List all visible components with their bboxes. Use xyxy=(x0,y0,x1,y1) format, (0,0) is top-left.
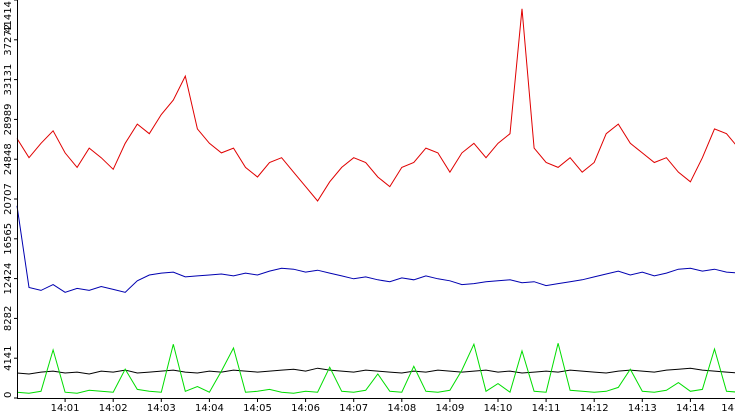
series-line xyxy=(16,342,735,394)
x-tick-label: 14:07 xyxy=(339,403,368,414)
y-tick-label: 33131 xyxy=(3,64,14,96)
series-line xyxy=(16,205,735,293)
y-tick-label: 37272 xyxy=(3,24,14,56)
x-tick-label: 14:06 xyxy=(291,403,320,414)
x-tick-label: 14 xyxy=(721,403,734,414)
x-tick-label: 14:10 xyxy=(484,403,513,414)
x-tick-label: 14:09 xyxy=(435,403,464,414)
y-tick-label: 28989 xyxy=(3,104,14,136)
x-tick-label: 14:03 xyxy=(147,403,176,414)
x-tick-label: 14:13 xyxy=(628,403,657,414)
y-tick-label: 41414 xyxy=(3,1,14,33)
x-tick-label: 14:04 xyxy=(195,403,224,414)
y-tick-label: 12424 xyxy=(3,263,14,295)
plot xyxy=(16,8,735,394)
x-tick-label: 14:14 xyxy=(676,403,705,414)
x-tick-label: 14:01 xyxy=(51,403,80,414)
series-line xyxy=(16,8,735,202)
y-tick-label: 4141 xyxy=(3,345,14,370)
y-tick-label: 20707 xyxy=(3,183,14,215)
y-tick-label: 8282 xyxy=(3,306,14,331)
series-line xyxy=(16,367,735,375)
y-tick-label: 24848 xyxy=(3,143,14,175)
x-tick-label: 14:08 xyxy=(387,403,416,414)
x-tick-label: 14:02 xyxy=(99,403,128,414)
axes: 0 4141 8282 12424 16565 20707 24848 28989 33131 3… xyxy=(3,0,734,414)
x-tick-label: 14:12 xyxy=(580,403,609,414)
y-tick-label: 0 xyxy=(3,392,14,398)
x-tick-label: 14:11 xyxy=(532,403,561,414)
x-tick-label: 14:05 xyxy=(243,403,272,414)
y-tick-label: 16565 xyxy=(3,223,14,255)
